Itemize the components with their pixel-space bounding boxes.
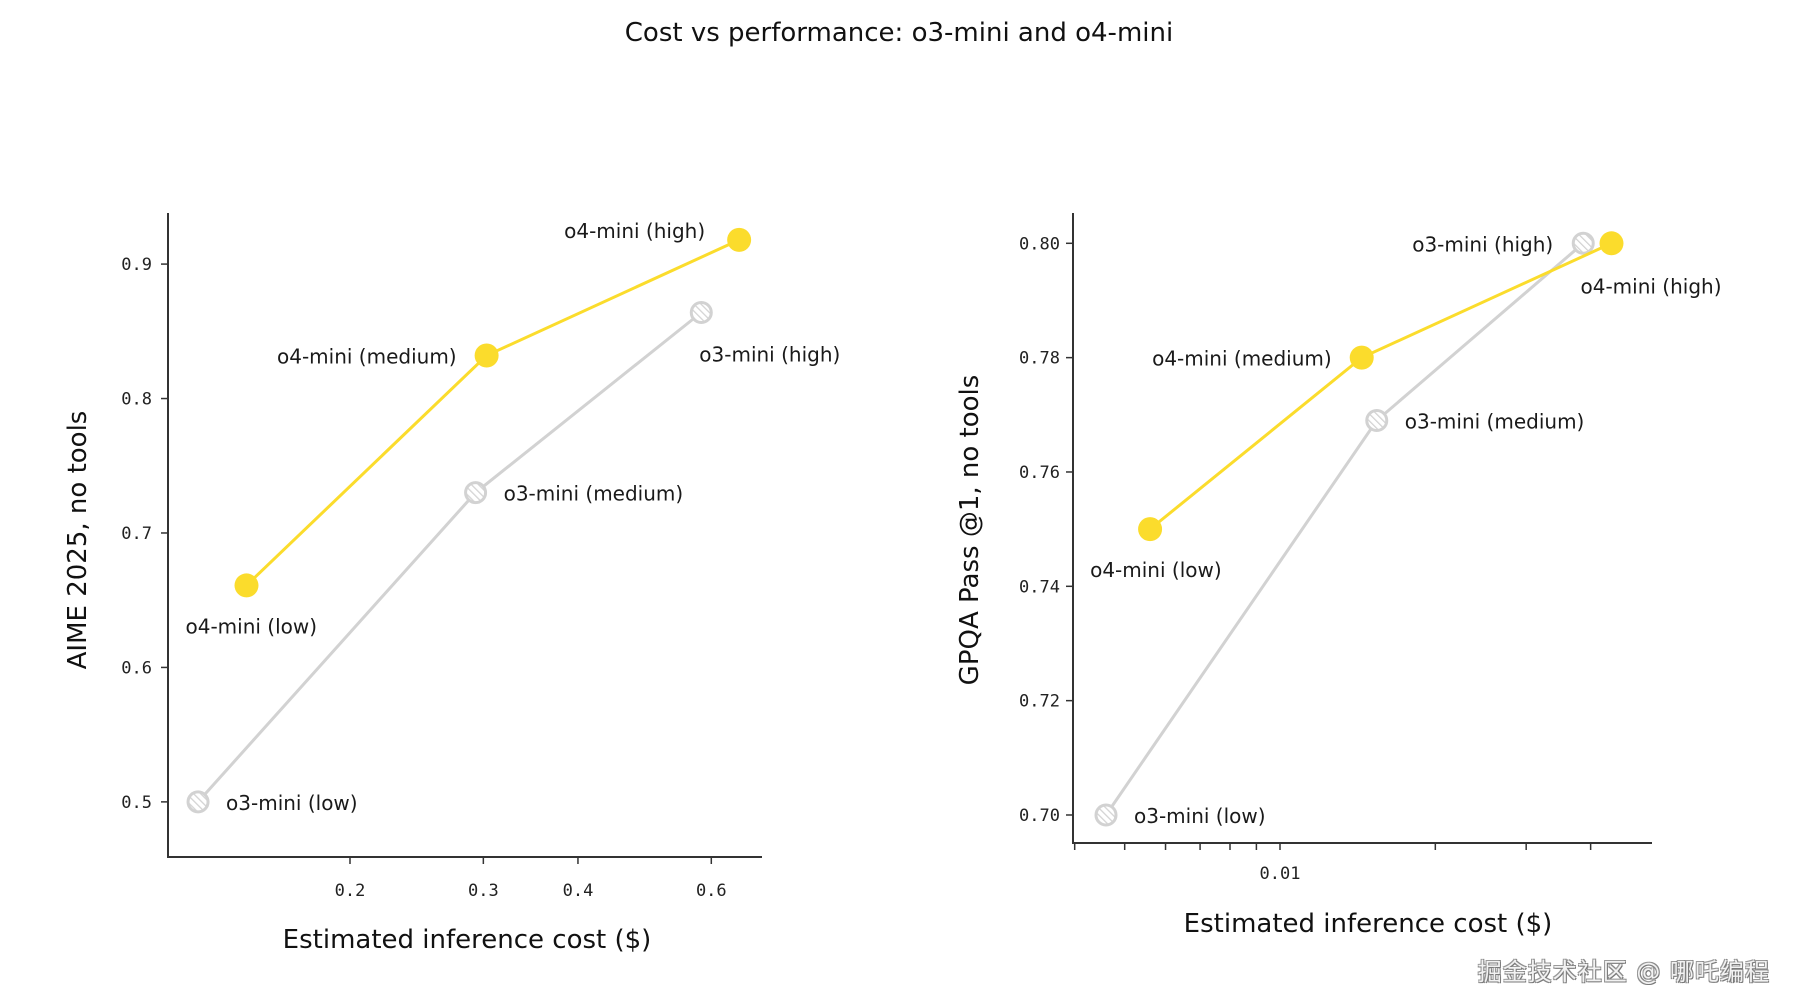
watermark: 掘金技术社区 @ 哪吒编程 (1477, 958, 1770, 986)
series-o3-mini: o3-mini (low) o3-mini (medium) o3-mini (hi… (1094, 231, 1595, 828)
data-point-o3-mini (186, 790, 210, 814)
y-axis-title: GPQA Pass @1, no tools (955, 375, 985, 686)
y-tick-label: 0.76 (1019, 463, 1060, 483)
data-point-o3-mini (464, 481, 488, 505)
x-tick-label: 0.3 (468, 881, 499, 901)
y-tick-label: 0.7 (121, 524, 152, 544)
y-tick-label: 0.8 (121, 390, 152, 410)
chart-title: Cost vs performance: o3-mini and o4-mini (624, 18, 1174, 48)
y-tick-label: 0.5 (121, 793, 152, 813)
series-line-o4-mini (1149, 241, 1613, 531)
data-point-label: o4-mini (medium) (1152, 347, 1332, 371)
data-point-o4-mini (1138, 517, 1163, 542)
y-tick-label: 0.74 (1019, 577, 1060, 597)
data-point-o3-mini (1365, 409, 1389, 433)
data-point-label: o3-mini (medium) (1405, 410, 1585, 434)
data-point-o4-mini (234, 573, 259, 598)
x-tick-label: 0.01 (1260, 864, 1301, 884)
data-point-o4-mini (727, 227, 752, 252)
y-tick-label: 0.80 (1019, 234, 1060, 254)
x-tick-label: 0.6 (696, 881, 727, 901)
series-line-o4-mini (245, 238, 740, 587)
data-point-label: o4-mini (low) (185, 614, 317, 638)
data-point-o3-mini (689, 300, 713, 324)
data-point-label: o4-mini (high) (564, 219, 705, 243)
data-point-o4-mini (1599, 231, 1624, 256)
data-point-label: o3-mini (low) (1134, 804, 1266, 828)
x-tick-label: 0.2 (335, 881, 366, 901)
data-point-o4-mini (474, 343, 499, 368)
series-line-o3-mini (196, 311, 703, 803)
gpqa-chart-panel: 0.70 0.72 0.74 0.76 0.78 0.80 0.01 Estimated in… (955, 213, 1722, 939)
x-tick-label: 0.4 (563, 881, 594, 901)
y-tick-label: 0.78 (1019, 349, 1060, 369)
series-line-o3-mini (1104, 242, 1585, 816)
series-o3-mini: o3-mini (low) o3-mini (medium) o3-mini (hi… (186, 300, 840, 815)
y-tick-label: 0.9 (121, 255, 152, 275)
data-point-label: o4-mini (medium) (277, 345, 457, 369)
series-o4-mini: o4-mini (low) o4-mini (medium) o4-mini (hi… (1090, 231, 1722, 582)
data-point-o3-mini (1571, 231, 1595, 255)
aime-chart-panel: 0.5 0.6 0.7 0.8 0.9 0.2 0.3 0.4 0.6 Estimated inf… (63, 213, 840, 955)
data-point-label: o4-mini (high) (1580, 274, 1721, 298)
data-point-label: o3-mini (high) (1412, 232, 1553, 256)
data-point-label: o3-mini (high) (699, 342, 840, 366)
data-point-label: o3-mini (medium) (504, 482, 684, 506)
y-axis-title: AIME 2025, no tools (63, 411, 93, 670)
data-point-label: o3-mini (low) (226, 791, 358, 815)
y-tick-label: 0.72 (1019, 692, 1060, 712)
x-axis-title: Estimated inference cost ($) (283, 925, 652, 955)
data-point-o4-mini (1349, 345, 1374, 370)
y-tick-label: 0.6 (121, 658, 152, 678)
x-axis-title: Estimated inference cost ($) (1184, 909, 1553, 939)
data-point-label: o4-mini (low) (1090, 558, 1222, 582)
series-o4-mini: o4-mini (low) o4-mini (medium) o4-mini (hi… (185, 219, 752, 638)
y-tick-label: 0.70 (1019, 806, 1060, 826)
data-point-o3-mini (1094, 803, 1118, 827)
